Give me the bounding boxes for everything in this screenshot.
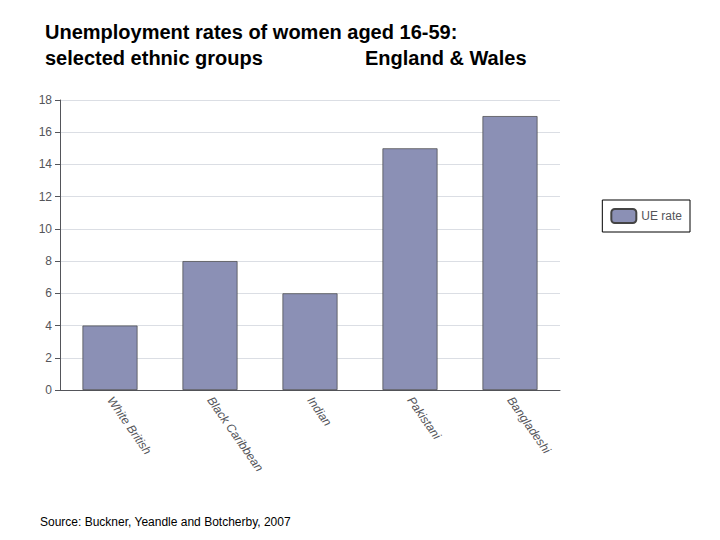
svg-text:14: 14 bbox=[39, 157, 53, 171]
svg-text:selected ethnic groups: selected ethnic groups bbox=[45, 47, 263, 69]
svg-text:8: 8 bbox=[45, 254, 52, 268]
svg-text:18: 18 bbox=[39, 93, 53, 107]
svg-text:4: 4 bbox=[45, 319, 52, 333]
svg-text:0: 0 bbox=[45, 383, 52, 397]
svg-text:Source: Buckner, Yeandle and B: Source: Buckner, Yeandle and Botcherby, … bbox=[40, 515, 291, 529]
svg-text:Bangladeshi: Bangladeshi bbox=[504, 394, 554, 456]
svg-text:2: 2 bbox=[45, 351, 52, 365]
svg-text:16: 16 bbox=[39, 125, 53, 139]
svg-text:Indian: Indian bbox=[304, 394, 334, 429]
svg-text:UE rate: UE rate bbox=[641, 209, 682, 223]
svg-text:White British: White British bbox=[104, 394, 154, 457]
svg-text:Black Caribbean: Black Caribbean bbox=[204, 394, 266, 474]
svg-text:Unemployment rates of women ag: Unemployment rates of women aged 16-59: bbox=[45, 21, 457, 43]
svg-text:12: 12 bbox=[39, 190, 53, 204]
svg-text:England & Wales: England & Wales bbox=[365, 47, 527, 69]
svg-text:Pakistani: Pakistani bbox=[404, 394, 444, 442]
svg-text:6: 6 bbox=[45, 286, 52, 300]
svg-text:10: 10 bbox=[39, 222, 53, 236]
